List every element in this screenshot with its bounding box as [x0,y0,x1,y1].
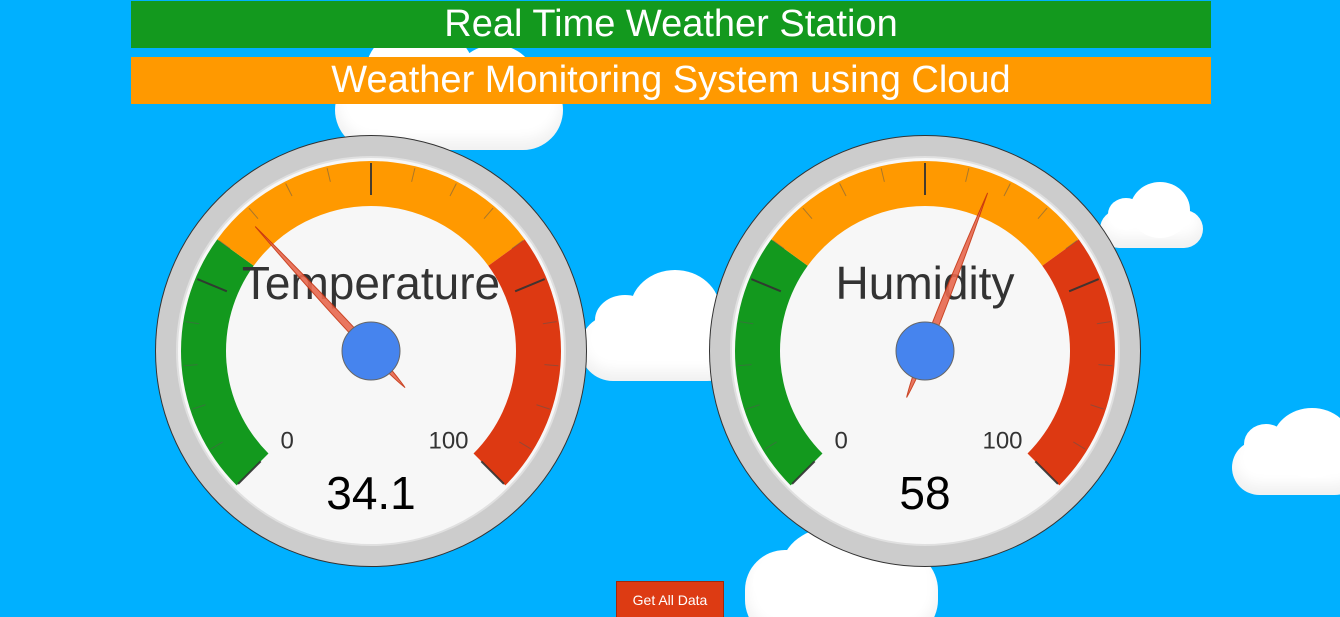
gauge-value: 58 [899,467,950,519]
gauge-band-green [181,239,269,486]
temperature-gauge: Temperature 0 100 34.1 [154,134,588,568]
page-title: Real Time Weather Station [131,1,1211,48]
gauge-needle-hub [341,321,401,381]
gauge-value: 34.1 [326,467,416,519]
gauge-band-red [1027,239,1115,486]
gauge-band-yellow [217,161,525,266]
humidity-gauge: Humidity 0 100 58 [708,134,1142,568]
gauge-max-label: 100 [982,428,1022,455]
gauge-dial: Humidity 0 100 58 [709,135,1141,567]
get-all-data-button[interactable]: Get All Data [616,581,724,617]
gauge-label: Temperature [242,257,500,309]
page-subtitle: Weather Monitoring System using Cloud [131,57,1211,104]
gauge-band-yellow [771,161,1079,266]
gauge-min-label: 0 [280,428,293,455]
cloud-decoration [1100,182,1203,248]
cloud-decoration [1232,408,1340,495]
gauge-band-green [735,239,823,486]
gauge-needle-hub [895,321,955,381]
gauge-band-red [473,239,561,486]
gauge-max-label: 100 [428,428,468,455]
gauge-dial: Temperature 0 100 34.1 [155,135,587,567]
gauge-label: Humidity [836,257,1015,309]
gauge-min-label: 0 [834,428,847,455]
